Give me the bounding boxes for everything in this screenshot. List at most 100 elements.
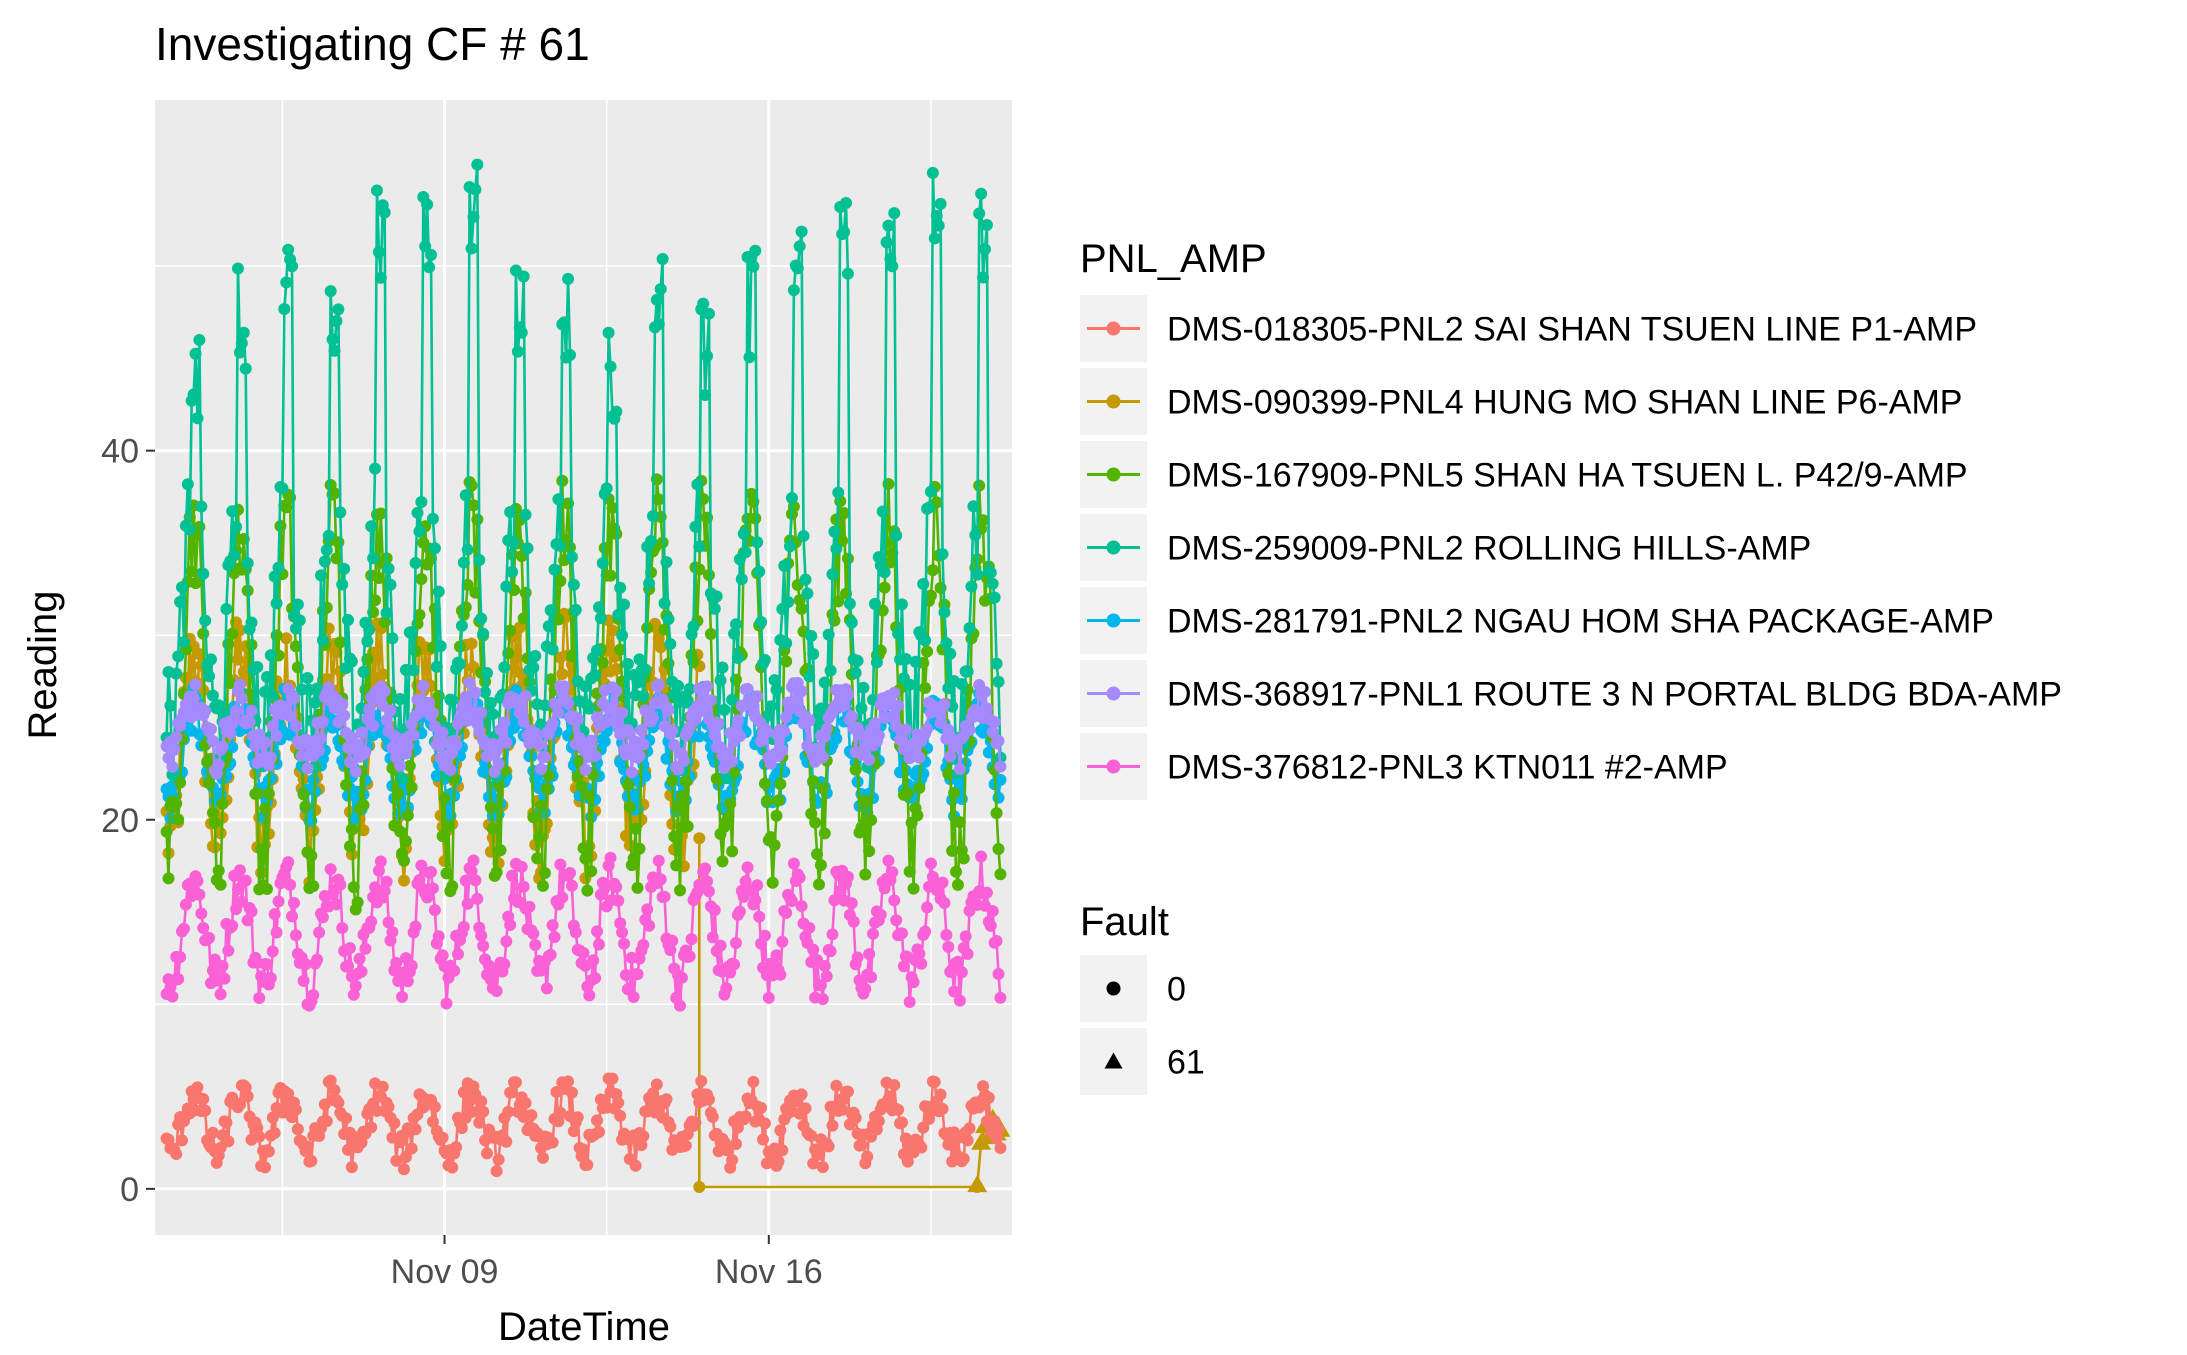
data-point [259, 802, 272, 815]
data-point [506, 869, 519, 882]
data-point [262, 1145, 275, 1158]
data-point [216, 960, 229, 973]
data-point [946, 844, 959, 857]
data-point [347, 813, 360, 826]
data-point [409, 920, 422, 933]
data-point [861, 794, 874, 807]
data-point [718, 703, 731, 716]
data-point [369, 462, 382, 475]
data-point [702, 1093, 715, 1106]
data-point [369, 594, 382, 607]
data-point [739, 875, 752, 888]
data-point [731, 652, 744, 665]
data-point [942, 1138, 955, 1151]
data-point [498, 716, 511, 729]
data-point [397, 1163, 410, 1176]
data-point [720, 982, 733, 995]
data-point [911, 809, 924, 822]
data-point [980, 702, 993, 715]
data-point [556, 891, 569, 904]
data-point [197, 922, 210, 935]
data-point [814, 979, 827, 992]
data-point [702, 307, 715, 320]
data-point [419, 240, 432, 253]
data-point [569, 926, 582, 939]
data-point [191, 875, 204, 888]
data-point [394, 825, 407, 838]
data-point [936, 876, 949, 889]
data-point [863, 845, 876, 858]
data-point [197, 627, 210, 640]
data-point [475, 1095, 488, 1108]
data-point [708, 602, 721, 615]
data-point [683, 950, 696, 963]
data-point [463, 676, 476, 689]
data-point [423, 696, 436, 709]
data-point [633, 842, 646, 855]
data-point [450, 739, 463, 752]
data-point [500, 580, 513, 593]
data-point [581, 1158, 594, 1171]
y-tick-label: 0 [120, 1171, 139, 1209]
data-point [760, 794, 773, 807]
data-point [762, 991, 775, 1004]
data-point [785, 895, 798, 908]
data-point [838, 226, 851, 239]
data-point [455, 619, 468, 632]
data-point [733, 905, 746, 918]
data-point [203, 670, 216, 683]
data-point [428, 1100, 441, 1113]
data-point [957, 1152, 970, 1165]
data-point [936, 1102, 949, 1115]
data-point [851, 951, 864, 964]
x-tick-label: Nov 09 [391, 1253, 499, 1291]
data-point [660, 752, 673, 765]
data-point [293, 614, 306, 627]
data-point [849, 1111, 862, 1124]
data-point [280, 501, 293, 514]
data-point [235, 337, 248, 350]
data-point [681, 820, 694, 833]
legend-label: DMS-167909-PNL5 SHAN HA TSUEN L. P42/9-A… [1167, 457, 1968, 495]
data-point [338, 709, 351, 722]
data-point [629, 789, 642, 802]
data-point [264, 751, 277, 764]
data-point [440, 997, 453, 1010]
data-point [953, 994, 966, 1007]
data-point [743, 351, 756, 364]
data-point [687, 620, 700, 633]
data-point [538, 699, 551, 712]
data-point [469, 686, 482, 699]
data-point [459, 489, 472, 502]
data-point [824, 945, 837, 958]
data-point [220, 603, 233, 616]
legend-label: DMS-090399-PNL4 HUNG MO SHAN LINE P6-AMP [1167, 384, 1962, 422]
data-point [670, 859, 683, 872]
data-point [230, 705, 243, 718]
data-point [961, 1134, 974, 1147]
data-point [253, 991, 266, 1004]
data-point [907, 882, 920, 895]
data-point [940, 928, 953, 941]
data-point [187, 692, 200, 705]
data-point [596, 656, 609, 669]
data-point [631, 968, 644, 981]
data-point [388, 1117, 401, 1130]
data-point [888, 686, 901, 699]
legend: PNL_AMP DMS-018305-PNL2 SAI SHAN TSUEN LI… [1080, 237, 2062, 1095]
data-point [631, 881, 644, 894]
data-point [397, 854, 410, 867]
data-point [662, 704, 675, 717]
data-point [714, 939, 727, 952]
data-point [658, 623, 671, 636]
data-point [465, 242, 478, 255]
data-point [347, 881, 360, 894]
data-point [544, 604, 557, 617]
data-point [365, 1121, 378, 1134]
data-point [413, 525, 426, 538]
legend-label: DMS-259009-PNL2 ROLLING HILLS-AMP [1167, 530, 1811, 568]
data-point [747, 260, 760, 273]
data-point [679, 775, 692, 788]
data-point [878, 581, 891, 594]
data-point [365, 520, 378, 533]
